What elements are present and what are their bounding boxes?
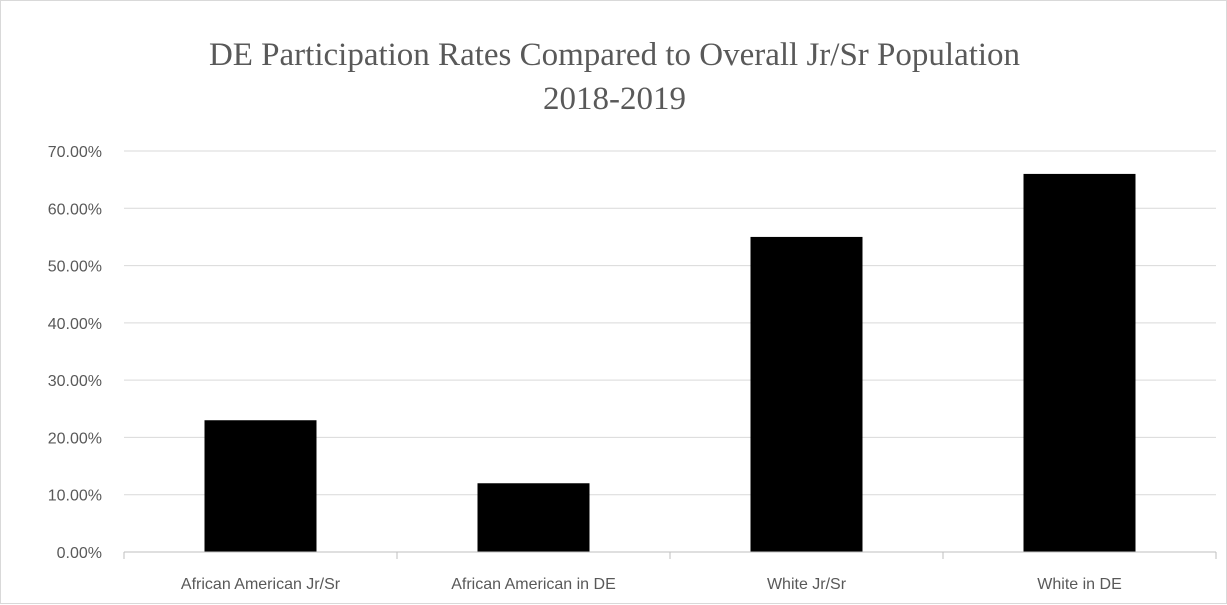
- bar: [750, 236, 863, 552]
- y-tick-label: 40.00%: [48, 316, 102, 333]
- y-axis-tick-labels: 0.00% 10.00% 20.00% 30.00% 40.00% 50.00% 60.00…: [48, 144, 102, 562]
- x-category-label: White Jr/Sr: [767, 576, 847, 593]
- y-tick-label: 20.00%: [48, 430, 102, 447]
- bar: [477, 483, 590, 552]
- y-tick-label: 10.00%: [48, 488, 102, 505]
- x-category-label: African American in DE: [451, 576, 616, 593]
- y-tick-label: 70.00%: [48, 144, 102, 161]
- y-tick-label: 30.00%: [48, 373, 102, 390]
- chart-title: DE Participation Rates Compared to Overa…: [1, 33, 1227, 121]
- x-axis-category-labels: African American Jr/Sr African American i…: [181, 576, 1122, 593]
- y-tick-label: 50.00%: [48, 259, 102, 276]
- bars: [204, 173, 1136, 552]
- x-axis: [123, 551, 1217, 559]
- x-category-label: African American Jr/Sr: [181, 576, 341, 593]
- bar: [204, 420, 317, 552]
- chart-title-line-2: 2018-2019: [543, 81, 686, 117]
- chart-title-line-1: DE Participation Rates Compared to Overa…: [208, 37, 1021, 73]
- y-tick-label: 60.00%: [48, 201, 102, 218]
- y-tick-label: 0.00%: [57, 545, 102, 562]
- x-category-label: White in DE: [1037, 576, 1121, 593]
- bar: [1023, 173, 1136, 552]
